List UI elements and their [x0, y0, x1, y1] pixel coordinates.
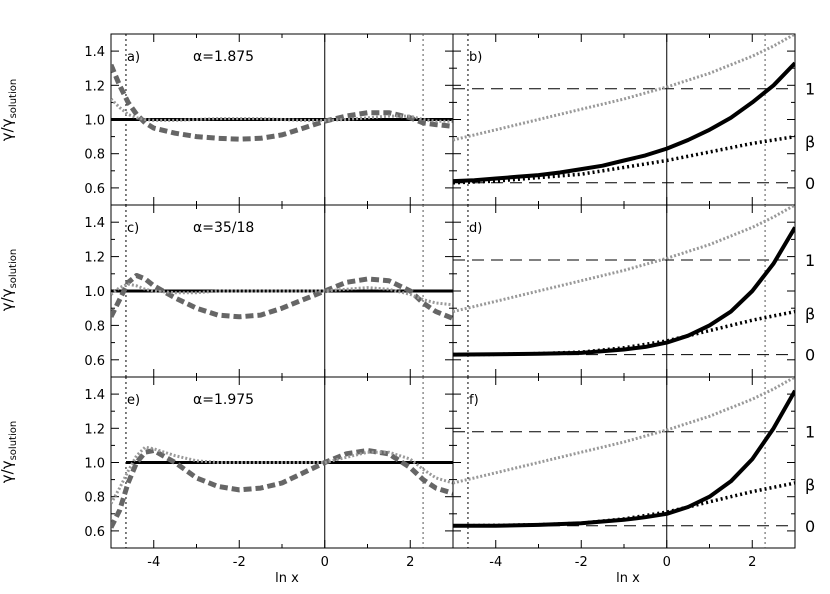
xlabel-right: ln x — [616, 571, 640, 586]
y-tick-label: 1.0 — [84, 457, 105, 472]
panel-label: c) — [127, 221, 139, 236]
panel-grid: 0.6 0.8 1.0 1.2 1.4 a) α=1.875 b) 1 β 0 0.6 0.8 1.0 1.… — [84, 33, 815, 570]
series-line-dotted — [453, 309, 795, 357]
y-tick-label: 1.0 — [84, 285, 105, 300]
panel-e: 0.6 0.8 1.0 1.2 1.4 -4 -2 0 2 e) α=1.975 — [84, 376, 454, 570]
plot-area — [111, 377, 453, 548]
series-line-dashed — [111, 63, 453, 142]
plot-area — [453, 205, 795, 377]
y-tick-label: 0.6 — [84, 182, 105, 197]
plot-area — [111, 205, 453, 377]
alpha-annotation: α=1.875 — [193, 49, 254, 65]
panel-label: f) — [469, 393, 479, 408]
x-tick-label: -2 — [233, 555, 246, 570]
right-axis-label: 1 — [805, 251, 815, 270]
x-tick-label: -4 — [489, 555, 502, 570]
right-axis-label: 1 — [805, 80, 815, 99]
y-tick-label: 0.8 — [84, 491, 105, 506]
right-axis-label: β — [805, 133, 815, 152]
ylabel-row-3: γ/γsolution — [0, 421, 19, 483]
right-axis-label: 0 — [805, 174, 815, 193]
xlabel-left: ln x — [275, 571, 299, 586]
panel-label: d) — [469, 221, 482, 236]
series-line-dashed — [111, 448, 453, 529]
y-tick-label: 1.4 — [84, 216, 105, 231]
plot-area — [453, 377, 795, 548]
right-axis-label: β — [805, 304, 815, 323]
series-line-dotted — [453, 134, 795, 185]
series-line-dotted-grey — [111, 282, 453, 307]
series-line-dotted — [453, 481, 795, 528]
series-line-dotted-grey — [453, 34, 795, 142]
y-tick-label: 1.0 — [84, 114, 105, 129]
ylabel-c: γ/γsolution — [0, 249, 19, 311]
panel-f: -4 -2 0 2 f) 1 β 0 — [452, 376, 815, 570]
panel-d: d) 1 β 0 — [452, 204, 815, 378]
plot-area — [453, 34, 795, 205]
panel-a: 0.6 0.8 1.0 1.2 1.4 a) α=1.875 — [84, 33, 454, 206]
y-tick-label: 1.2 — [84, 251, 105, 266]
x-tick-label: 2 — [748, 555, 756, 570]
series-line-dotted-grey — [453, 377, 795, 485]
x-tick-label: 2 — [406, 555, 414, 570]
series-line-dotted-grey — [111, 445, 453, 505]
series-line-solid-thick — [453, 226, 795, 357]
x-tick-label: 0 — [663, 555, 671, 570]
y-tick-label: 1.2 — [84, 422, 105, 437]
series-line-dotted-grey — [111, 97, 453, 123]
right-axis-label: β — [805, 476, 815, 495]
right-axis-label: 0 — [805, 517, 815, 536]
series-line-solid-thick — [453, 389, 795, 528]
y-tick-label: 0.6 — [84, 525, 105, 540]
y-tick-label: 0.8 — [84, 148, 105, 163]
alpha-annotation: α=1.975 — [193, 392, 254, 408]
x-tick-label: -4 — [147, 555, 160, 570]
ylabel-a: γ/γsolution — [0, 79, 19, 141]
ylabel-row-2: γ/γsolution — [0, 249, 19, 311]
panel-c: 0.6 0.8 1.0 1.2 1.4 c) α=35/18 — [84, 204, 454, 378]
series-line-solid-thick — [453, 61, 795, 184]
y-tick-label: 0.6 — [84, 354, 105, 369]
ylabel-e: γ/γsolution — [0, 421, 19, 483]
panel-label: b) — [469, 50, 482, 65]
panel-b: b) 1 β 0 — [452, 33, 815, 206]
right-axis-label: 1 — [805, 423, 815, 442]
ylabel-row-1: γ/γsolution — [0, 79, 19, 141]
y-tick-label: 1.2 — [84, 79, 105, 94]
plot-area — [111, 34, 453, 205]
y-tick-label: 1.4 — [84, 388, 105, 403]
alpha-annotation: α=35/18 — [193, 220, 254, 236]
series-line-dashed — [111, 273, 453, 321]
series-line-dotted-grey — [453, 205, 795, 314]
panel-label: e) — [127, 393, 140, 408]
x-tick-label: 0 — [321, 555, 329, 570]
y-tick-label: 1.4 — [84, 45, 105, 60]
y-tick-label: 0.8 — [84, 319, 105, 334]
x-tick-label: -2 — [575, 555, 588, 570]
right-axis-label: 0 — [805, 346, 815, 365]
panel-label: a) — [127, 50, 140, 65]
